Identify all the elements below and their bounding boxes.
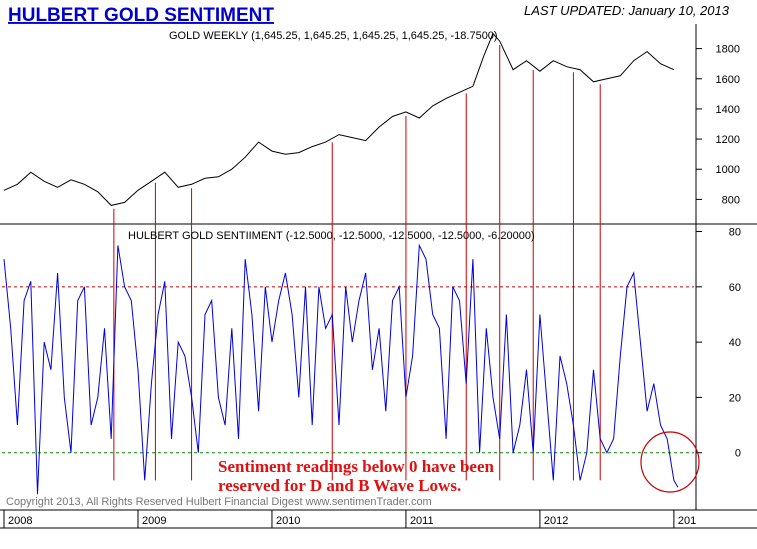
x-axis-ticks: 2008 2009 2010 2011 2012 201 xyxy=(3,510,696,528)
highlight-circle xyxy=(640,431,700,493)
sentiment-series xyxy=(3,243,679,495)
gold-y-tick-label: 1600 xyxy=(716,74,740,86)
sentiment-line xyxy=(3,243,679,495)
gold-weekly-series xyxy=(3,32,675,206)
annotation-line-2: reserved for D and B Wave Lows. xyxy=(218,476,461,495)
wave-low-markers xyxy=(113,45,601,481)
sentiment-panel-label: HULBERT GOLD SENTIIMENT (-12.5000, -12.5… xyxy=(128,230,535,242)
gold-y-tick-label: 1000 xyxy=(716,164,740,176)
gold-y-tick-label: 800 xyxy=(722,194,740,206)
sentiment-y-ticks: 0 20 40 60 80 xyxy=(696,227,741,460)
gold-panel-label: GOLD WEEKLY (1,645.25, 1,645.25, 1,645.2… xyxy=(169,30,498,42)
gold-y-tick-label: 1200 xyxy=(716,134,740,146)
sentiment-y-tick-label: 80 xyxy=(729,227,741,239)
gold-y-ticks: 800 1000 1200 1400 1600 1800 xyxy=(696,44,740,206)
sentiment-y-tick-label: 40 xyxy=(729,337,741,349)
copyright-label: Copyright 2013, All Rights Reserved Hulb… xyxy=(6,496,432,508)
last-updated-label: LAST UPDATED: January 10, 2013 xyxy=(524,3,730,18)
x-tick-label: 2012 xyxy=(544,515,568,527)
sentiment-y-tick-label: 60 xyxy=(729,282,741,294)
x-tick-label: 2010 xyxy=(276,515,300,527)
x-tick-label: 2008 xyxy=(8,515,32,527)
sentiment-y-tick-label: 0 xyxy=(735,448,741,460)
gold-y-tick-label: 1400 xyxy=(716,104,740,116)
annotation-line-1: Sentiment readings below 0 have been xyxy=(218,457,494,476)
x-tick-label: 2011 xyxy=(410,515,434,527)
reference-levels xyxy=(2,286,694,454)
x-tick-label: 2009 xyxy=(142,515,166,527)
gold-y-tick-label: 1800 xyxy=(716,44,740,56)
x-tick-label: 201 xyxy=(678,515,696,527)
gold-weekly-line xyxy=(3,32,675,206)
chart-title: HULBERT GOLD SENTIMENT xyxy=(8,5,274,26)
sentiment-y-tick-label: 20 xyxy=(729,392,741,404)
